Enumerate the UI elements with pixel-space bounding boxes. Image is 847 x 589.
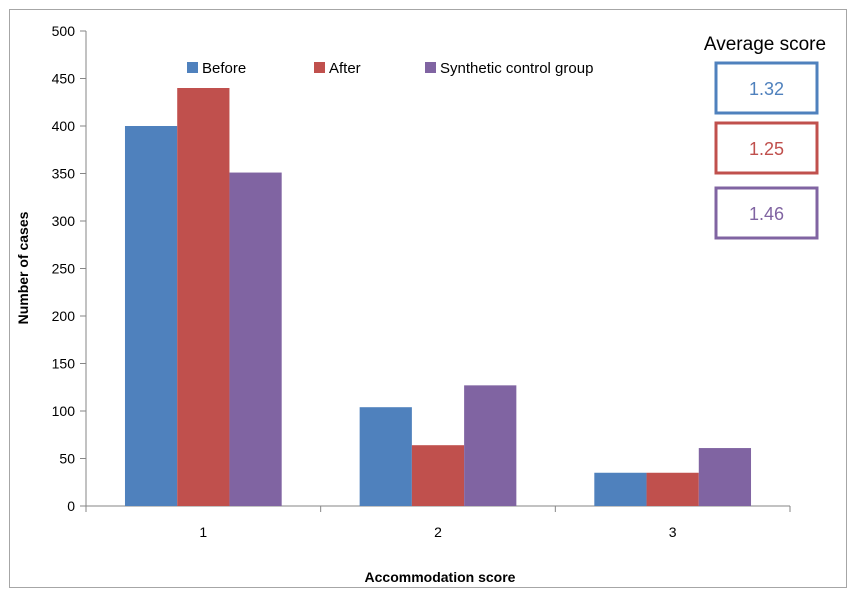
y-tick-label: 450 xyxy=(52,71,76,87)
bar-after-cat-3 xyxy=(646,472,699,506)
legend-label: Before xyxy=(202,60,246,77)
x-tick-label: 3 xyxy=(669,524,677,540)
average-score-title: Average score xyxy=(704,34,826,55)
y-tick-label: 350 xyxy=(52,166,76,182)
bar-synthetic-control-group-cat-2 xyxy=(464,385,517,506)
average-score-box xyxy=(714,121,819,175)
axes-group: 0 50 100 150 200 250 300 350 400 450 500 1 2 3 xyxy=(52,23,791,540)
legend-swatch xyxy=(187,62,198,73)
legend: Before After Synthetic control group xyxy=(187,60,593,77)
y-tick-label: 500 xyxy=(52,23,76,39)
bar-after-cat-1 xyxy=(177,88,230,506)
bar-before-cat-3 xyxy=(594,472,647,506)
average-score-box xyxy=(714,186,819,240)
average-score-value: 1.32 xyxy=(749,79,784,99)
average-score-boxes: 1.32 1.25 1.46 xyxy=(714,61,819,240)
bars-group xyxy=(124,88,752,507)
bar-before-cat-1 xyxy=(124,126,178,506)
y-tick-label: 200 xyxy=(52,308,76,324)
legend-swatch xyxy=(314,62,325,73)
legend-swatch xyxy=(425,62,436,73)
x-tick-label: 2 xyxy=(434,524,442,540)
legend-label: Synthetic control group xyxy=(440,60,593,77)
y-tick-label: 300 xyxy=(52,213,76,229)
x-axis-title: Accommodation score xyxy=(365,569,516,585)
y-tick-label: 100 xyxy=(52,403,76,419)
average-score-value: 1.46 xyxy=(749,204,784,224)
bar-after-cat-2 xyxy=(411,445,465,506)
y-tick-label: 400 xyxy=(52,118,76,134)
average-score-value: 1.25 xyxy=(749,139,784,159)
y-axis-title: Number of cases xyxy=(15,211,31,324)
bar-synthetic-control-group-cat-3 xyxy=(698,448,752,506)
bar-synthetic-control-group-cat-1 xyxy=(229,172,282,507)
y-tick-label: 250 xyxy=(52,261,76,277)
average-score-box xyxy=(714,61,819,115)
y-tick-label: 150 xyxy=(52,356,76,372)
y-tick-label: 50 xyxy=(59,451,75,467)
bar-before-cat-2 xyxy=(359,407,412,506)
x-tick-label: 1 xyxy=(199,524,207,540)
legend-label: After xyxy=(329,60,361,77)
y-tick-label: 0 xyxy=(67,498,75,514)
